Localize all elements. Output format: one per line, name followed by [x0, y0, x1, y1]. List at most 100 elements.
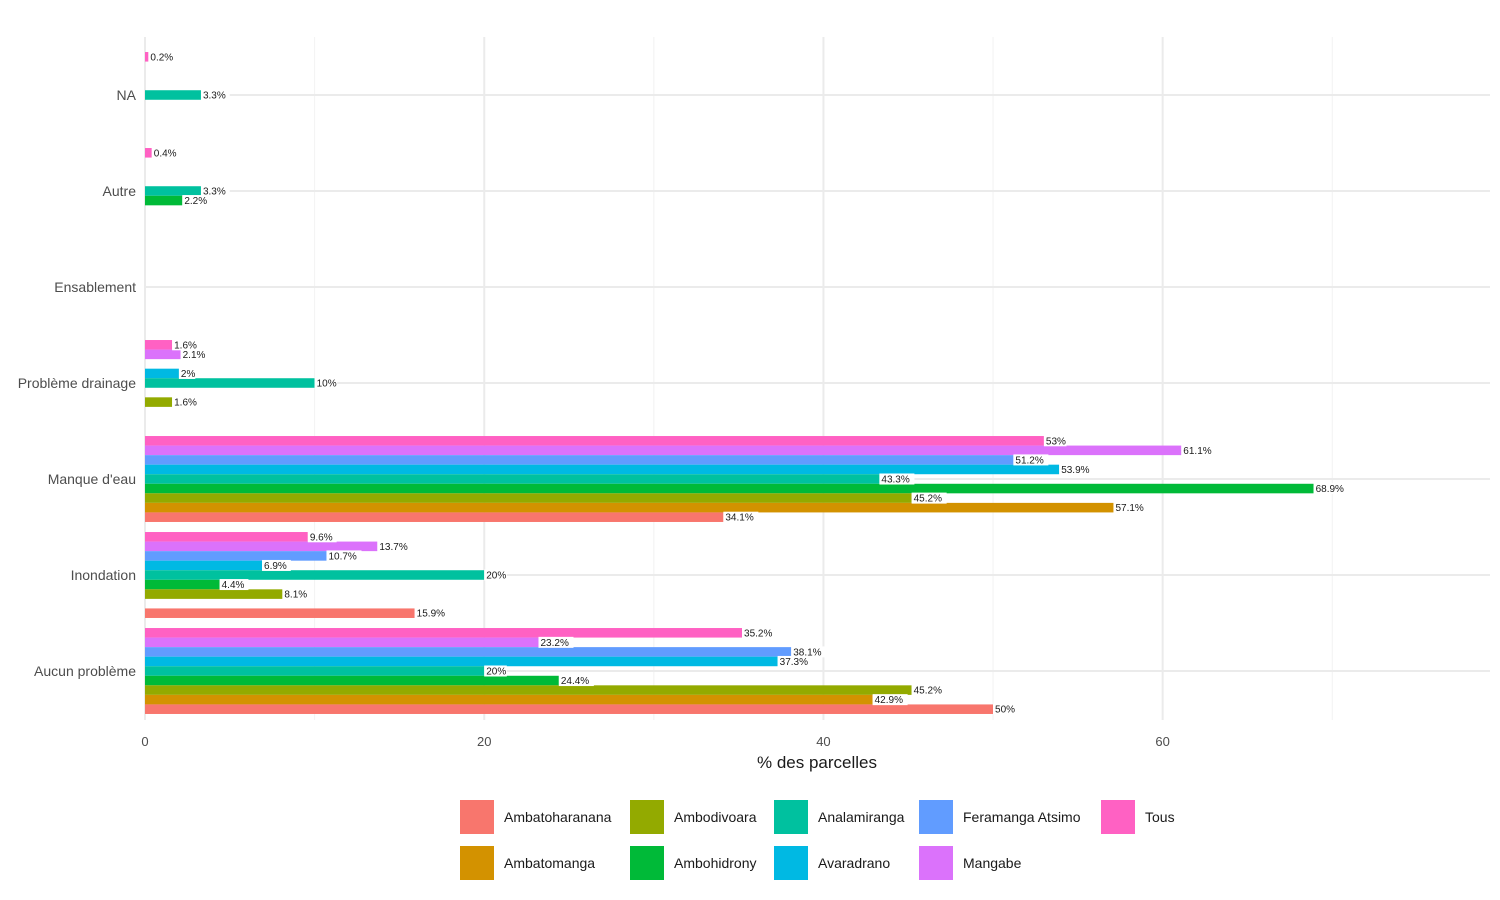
bar [145, 464, 1060, 475]
data-label-background [172, 396, 201, 408]
data-label: 3.3% [203, 187, 226, 198]
legend-item: Feramanga Atsimo [919, 800, 1081, 834]
data-label: 45.2% [914, 494, 942, 505]
legend-label: Avaradrano [818, 855, 891, 871]
data-label-background [777, 655, 813, 667]
data-label-background [180, 348, 210, 360]
data-label: 0.2% [150, 52, 173, 63]
data-label: 2% [181, 369, 196, 380]
legend-swatch [919, 846, 953, 880]
data-label-background [1181, 444, 1217, 456]
data-label-background [484, 569, 507, 581]
bar [145, 186, 201, 196]
bar [145, 493, 912, 503]
data-label: 38.1% [793, 647, 821, 658]
data-label-background [182, 195, 212, 207]
bar [145, 608, 415, 618]
bar [145, 148, 152, 158]
legend-label: Mangabe [963, 855, 1022, 871]
data-label-background [1113, 502, 1149, 514]
legend-item: Tous [1101, 800, 1175, 834]
data-labels: 0.2% 0.4% 1.6% 53% 9.6% 35.2% 2.1% 61.1% 13.7% 23… [148, 51, 1349, 716]
data-label: 20% [486, 667, 506, 678]
data-label: 68.9% [1316, 484, 1344, 495]
data-label-background [1043, 435, 1067, 447]
data-label: 1.6% [174, 340, 197, 351]
legend-swatch [630, 846, 664, 880]
data-label: 10% [317, 379, 337, 390]
bar [145, 666, 485, 676]
legend-label: Ambohidrony [674, 855, 757, 871]
bar [145, 694, 873, 705]
legend-label: Analamiranga [818, 809, 905, 825]
bar-chart: 0.2% 0.4% 1.6% 53% 9.6% 35.2% 2.1% 61.1% 13.7% 23… [18, 37, 1490, 772]
bar [145, 551, 327, 561]
data-label-background [1059, 463, 1095, 475]
data-label: 34.1% [725, 513, 753, 524]
data-label-background [414, 607, 450, 619]
bar [145, 378, 315, 388]
legend-item: Ambatoharanana [460, 800, 611, 834]
data-label-background [200, 89, 230, 101]
bar [145, 349, 181, 360]
data-label-background [911, 684, 947, 696]
bar [145, 445, 1182, 456]
data-label: 50% [995, 705, 1015, 716]
bar [145, 397, 173, 407]
bars [145, 52, 1314, 714]
bar [145, 579, 220, 590]
bar [145, 52, 149, 62]
legend-swatch [1101, 800, 1135, 834]
data-label-background [200, 185, 230, 197]
bar [145, 589, 283, 599]
legend-label: Ambodivoara [674, 809, 757, 825]
data-label-background [178, 367, 196, 379]
data-label-background [1013, 454, 1049, 466]
data-label-background [282, 588, 312, 600]
data-label: 15.9% [417, 609, 445, 620]
legend-swatch [774, 800, 808, 834]
bar [145, 685, 912, 695]
legend-swatch [460, 846, 494, 880]
data-label-background [723, 511, 759, 523]
data-label: 53% [1046, 436, 1066, 447]
data-label: 10.7% [328, 551, 356, 562]
legend-label: Feramanga Atsimo [963, 809, 1081, 825]
bar [145, 647, 792, 657]
x-tick-label: 60 [1155, 734, 1169, 749]
data-label: 2.1% [183, 350, 206, 361]
data-label-background [326, 550, 362, 562]
legend-swatch [774, 846, 808, 880]
data-label: 45.2% [914, 686, 942, 697]
data-label-background [484, 665, 507, 677]
data-label: 43.3% [881, 475, 909, 486]
data-label-background [742, 627, 778, 639]
bar [145, 570, 485, 580]
data-label-background [879, 473, 915, 485]
data-label-background [377, 540, 413, 552]
data-label: 13.7% [379, 542, 407, 553]
bar [145, 656, 778, 667]
y-tick-label: Aucun problème [34, 663, 136, 679]
data-label-background [262, 559, 291, 571]
bar [145, 455, 1014, 465]
bar [145, 474, 880, 484]
data-label-background [1313, 483, 1349, 495]
bar [145, 560, 263, 571]
data-label-background [172, 339, 201, 351]
data-label-background [872, 694, 908, 706]
data-label-background [314, 377, 338, 389]
bar [145, 502, 1114, 513]
data-label-background [148, 51, 178, 63]
bar [145, 675, 559, 686]
data-label: 24.4% [561, 676, 589, 687]
legend-item: Mangabe [919, 846, 1021, 880]
legend-swatch [460, 800, 494, 834]
legend-label: Tous [1145, 809, 1175, 825]
bar [145, 195, 183, 206]
legend-swatch [630, 800, 664, 834]
y-tick-label: Ensablement [54, 279, 136, 295]
data-label-background [219, 579, 249, 591]
legend-item: Analamiranga [774, 800, 904, 834]
y-tick-label: Manque d'eau [48, 471, 136, 487]
